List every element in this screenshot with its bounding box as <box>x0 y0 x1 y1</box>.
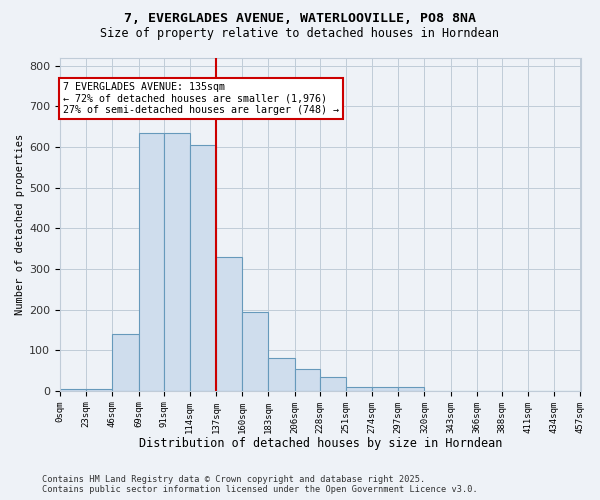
Text: Size of property relative to detached houses in Horndean: Size of property relative to detached ho… <box>101 28 499 40</box>
Text: 7, EVERGLADES AVENUE, WATERLOOVILLE, PO8 8NA: 7, EVERGLADES AVENUE, WATERLOOVILLE, PO8… <box>124 12 476 26</box>
Text: Contains HM Land Registry data © Crown copyright and database right 2025.
Contai: Contains HM Land Registry data © Crown c… <box>42 474 478 494</box>
Y-axis label: Number of detached properties: Number of detached properties <box>15 134 25 315</box>
Bar <box>190 145 216 391</box>
Text: 7 EVERGLADES AVENUE: 135sqm
← 72% of detached houses are smaller (1,976)
27% of : 7 EVERGLADES AVENUE: 135sqm ← 72% of det… <box>64 82 340 115</box>
Bar <box>139 132 164 391</box>
X-axis label: Distribution of detached houses by size in Horndean: Distribution of detached houses by size … <box>139 437 502 450</box>
Bar <box>295 368 320 391</box>
Bar <box>86 389 112 391</box>
Bar <box>216 256 242 391</box>
Bar <box>164 132 190 391</box>
Bar <box>60 389 86 391</box>
Bar <box>372 387 398 391</box>
Bar <box>268 358 295 391</box>
Bar <box>346 387 372 391</box>
Bar <box>398 387 424 391</box>
Bar <box>320 376 346 391</box>
Bar <box>112 334 139 391</box>
Bar <box>242 312 268 391</box>
